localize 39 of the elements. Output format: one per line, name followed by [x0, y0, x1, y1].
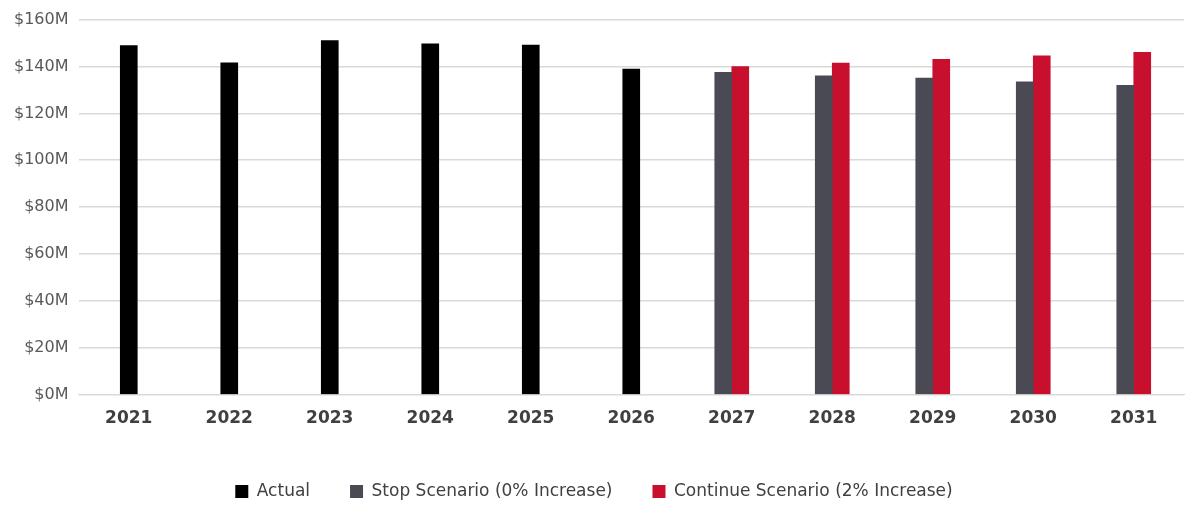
- y-tick-label: $160M: [13, 8, 69, 28]
- x-tick-label: 2021: [105, 407, 153, 428]
- bar: [521, 44, 540, 395]
- legend-label: Continue Scenario (2% Increase): [673, 479, 953, 500]
- bar: [119, 45, 138, 395]
- bar: [1133, 52, 1152, 395]
- x-tick-label: 2029: [909, 407, 957, 428]
- x-tick-label: 2027: [708, 407, 756, 428]
- y-tick-label: $0M: [34, 383, 69, 403]
- bar: [731, 66, 750, 395]
- y-tick-label: $140M: [13, 55, 69, 75]
- bar: [622, 68, 641, 395]
- x-tick-label: 2031: [1110, 407, 1158, 428]
- bar: [421, 43, 440, 395]
- y-tick-label: $80M: [24, 196, 69, 216]
- y-tick-label: $60M: [24, 243, 69, 263]
- bar: [915, 77, 934, 395]
- bar: [220, 62, 239, 395]
- bar: [814, 75, 833, 395]
- bar: [320, 40, 339, 395]
- bar: [1116, 84, 1135, 395]
- x-tick-label: 2028: [808, 407, 856, 428]
- x-tick-label: 2023: [306, 407, 354, 428]
- bar: [714, 72, 733, 395]
- x-tick-label: 2026: [607, 407, 655, 428]
- x-tick-label: 2025: [507, 407, 555, 428]
- y-tick-label: $100M: [13, 149, 69, 169]
- x-tick-label: 2030: [1009, 407, 1058, 428]
- x-tick-label: 2024: [406, 407, 455, 428]
- y-tick-label: $20M: [24, 336, 69, 356]
- bar: [1015, 81, 1034, 395]
- x-tick-label: 2022: [205, 407, 253, 428]
- bar: [1032, 55, 1051, 395]
- y-tick-label: $120M: [13, 102, 69, 122]
- legend-label: Actual: [256, 479, 311, 500]
- y-tick-label: $40M: [24, 290, 69, 310]
- bar: [932, 59, 951, 395]
- bar: [831, 62, 850, 395]
- legend-label: Stop Scenario (0% Increase): [371, 479, 613, 500]
